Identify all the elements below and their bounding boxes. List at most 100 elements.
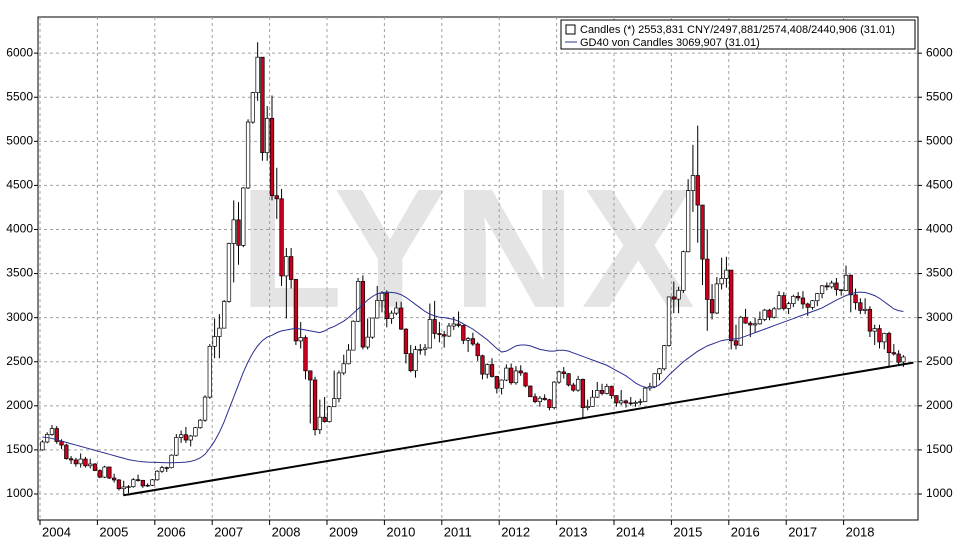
candle-body	[896, 353, 901, 363]
candle-body	[312, 379, 318, 431]
candle-body	[762, 309, 767, 320]
x-tick-label: 2017	[788, 524, 817, 539]
candle-body	[662, 345, 667, 370]
y-tick-label: 5000	[6, 133, 33, 147]
candle-body	[566, 373, 571, 386]
candle-body	[379, 292, 385, 301]
candle-body	[217, 327, 222, 337]
y-tick-label: 4000	[6, 222, 33, 236]
candle-body	[303, 337, 308, 372]
y-tick-label: 4500	[926, 178, 953, 192]
candle-body	[509, 367, 514, 384]
candle-body	[155, 470, 160, 481]
candle-body	[83, 458, 88, 467]
candle-body	[317, 416, 322, 431]
candle-body	[872, 328, 877, 332]
candle-body	[786, 303, 791, 309]
candle-body	[332, 398, 337, 408]
candle-body	[222, 301, 227, 329]
candle-body	[690, 175, 696, 191]
x-tick-label: 2018	[846, 524, 875, 539]
candle-body	[78, 458, 83, 465]
y-tick-label: 6000	[926, 45, 953, 59]
candle-body	[255, 56, 260, 93]
candle-body	[834, 282, 839, 291]
candle-body	[552, 381, 557, 408]
candle-body	[140, 479, 145, 487]
candle-body	[494, 376, 499, 389]
candle-body	[437, 333, 442, 335]
candle-body	[781, 295, 786, 309]
candle-body	[599, 390, 605, 394]
y-tick-label: 2500	[6, 354, 33, 368]
candle-body	[671, 296, 676, 300]
candle-body	[418, 349, 423, 351]
candle-body	[805, 303, 810, 308]
candle-body	[384, 292, 389, 319]
candle-body	[54, 428, 59, 442]
candle-body	[245, 121, 251, 189]
candle-body	[853, 294, 858, 304]
x-tick-label: 2005	[99, 524, 128, 539]
candle-body	[241, 187, 246, 246]
candle-body	[322, 416, 327, 422]
candle-body	[308, 370, 313, 381]
candle-body	[848, 274, 853, 296]
x-tick-label: 2016	[731, 524, 760, 539]
candle-body	[293, 279, 299, 342]
candle-body	[619, 400, 624, 404]
candle-body	[738, 316, 743, 346]
candle-body	[408, 353, 413, 372]
y-tick-label: 3000	[6, 310, 33, 324]
y-tick-label: 1500	[6, 442, 33, 456]
candle-body	[585, 406, 590, 409]
candle-body	[341, 363, 346, 374]
candle-body	[886, 333, 892, 354]
candle-body	[73, 459, 79, 465]
x-tick-label: 2006	[157, 524, 186, 539]
candle-body	[561, 371, 566, 374]
candle-body	[681, 251, 686, 291]
candle-body	[767, 309, 772, 318]
candle-body	[523, 372, 528, 387]
x-tick-label: 2012	[501, 524, 530, 539]
candle-body	[327, 406, 332, 422]
candle-body	[422, 347, 428, 350]
x-tick-label: 2015	[673, 524, 702, 539]
candle-body	[250, 92, 256, 123]
candle-body	[743, 316, 748, 324]
y-tick-label: 4500	[6, 178, 33, 192]
candle-body	[752, 323, 758, 326]
candle-body	[657, 368, 662, 375]
candle-body	[456, 323, 461, 326]
candle-body	[628, 402, 633, 405]
candle-body	[355, 280, 361, 322]
candle-body	[92, 463, 98, 471]
y-tick-label: 3000	[926, 310, 953, 324]
candle-body	[633, 402, 638, 404]
candle-body	[116, 479, 122, 490]
candle-body	[518, 370, 523, 374]
candle-body	[475, 343, 480, 357]
candle-body	[279, 198, 284, 277]
candle-body	[638, 401, 643, 403]
candle-body	[695, 175, 700, 206]
candle-body	[642, 387, 648, 402]
candle-body	[901, 356, 906, 363]
candle-body	[59, 441, 64, 446]
candle-body	[604, 386, 609, 394]
candle-body	[121, 486, 126, 490]
candle-body	[714, 283, 719, 314]
candle-body	[676, 289, 681, 300]
candle-body	[265, 117, 270, 154]
candle-body	[164, 467, 169, 469]
y-tick-label: 2000	[6, 398, 33, 412]
candle-body	[532, 396, 538, 403]
candle-body	[236, 219, 241, 246]
candle-body	[446, 325, 452, 337]
y-tick-label: 2000	[926, 398, 953, 412]
y-tick-label: 6000	[6, 45, 33, 59]
candle-body	[772, 308, 777, 318]
x-tick-label: 2013	[559, 524, 588, 539]
